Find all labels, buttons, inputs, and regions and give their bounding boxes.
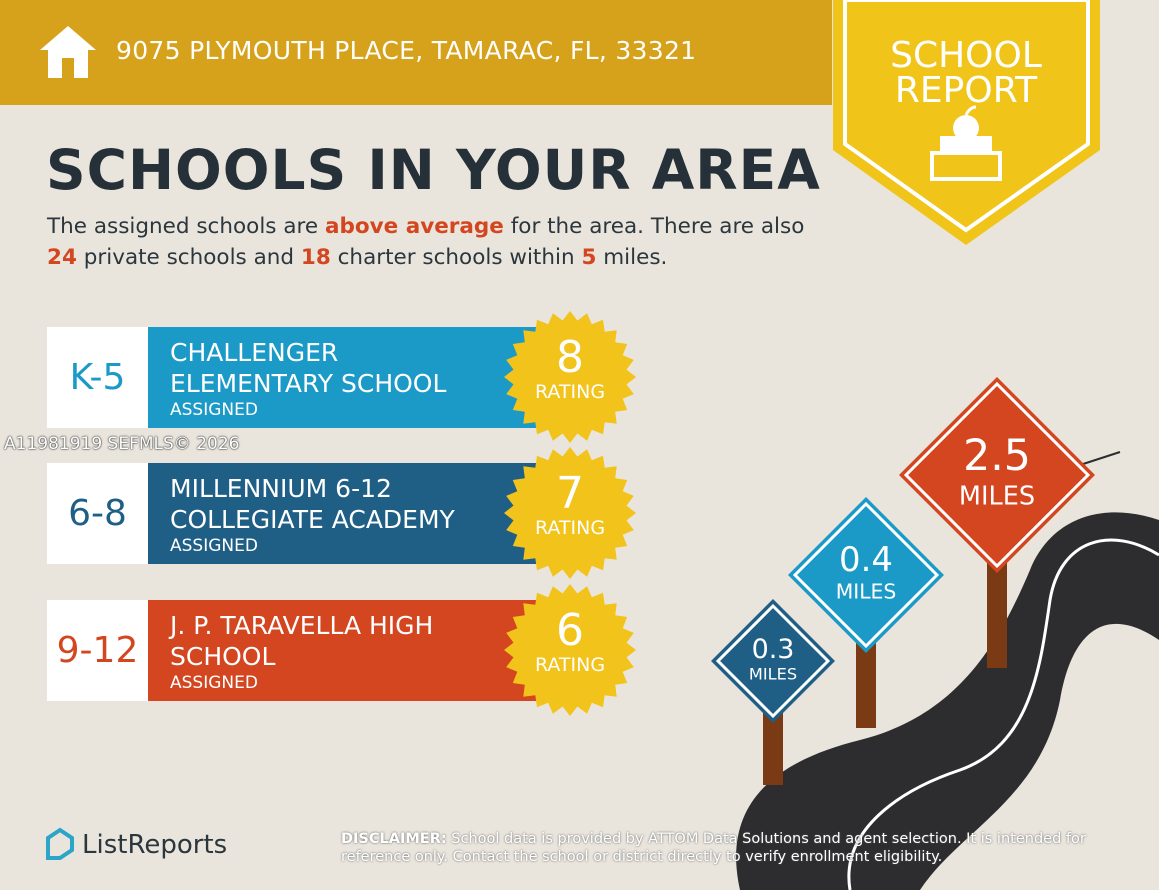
grade-box: 6-8 [47, 463, 148, 564]
school-name: J. P. TARAVELLA HIGH SCHOOL [170, 610, 548, 672]
intro-highlight: 5 [581, 245, 597, 270]
school-band: CHALLENGER ELEMENTARY SCHOOL ASSIGNED [148, 327, 548, 428]
disclaimer-label: DISCLAIMER: [341, 831, 447, 847]
header-icon [40, 26, 96, 78]
road [736, 512, 1159, 890]
sign-distance: 0.3 [752, 634, 795, 665]
badge-line: SCHOOL [890, 35, 1042, 76]
apple-books-icon [930, 105, 1002, 181]
school-status: ASSIGNED [170, 400, 258, 420]
rating-value: 7 [556, 468, 584, 519]
sign-border [788, 497, 944, 653]
school-name-line: J. P. TARAVELLA HIGH [170, 611, 434, 640]
rating-seal [504, 447, 636, 579]
rating-seal [504, 584, 636, 716]
intro: The assigned schools are above average f… [47, 211, 807, 273]
sign-unit: MILES [836, 579, 897, 603]
rating-label: RATING [534, 654, 606, 676]
school-status: ASSIGNED [170, 673, 258, 693]
rating: 7 RATING [505, 468, 635, 540]
rating-seal-shape [504, 584, 636, 716]
school-name-line: ELEMENTARY SCHOOL [170, 369, 447, 398]
sign-face [903, 381, 1091, 569]
house-door [62, 58, 74, 78]
school-band: MILLENNIUM 6-12 COLLEGIATE ACADEMY ASSIGNE… [148, 463, 548, 564]
road-line [1079, 451, 1121, 466]
badge-line: REPORT [895, 70, 1038, 111]
rating-value: 6 [556, 605, 584, 656]
intro-highlight: above average [324, 214, 504, 239]
grade-box: K-5 [47, 327, 148, 428]
rating: 6 RATING [505, 605, 635, 677]
sign-unit: MILES [749, 665, 797, 684]
school-name-line: CHALLENGER [170, 338, 339, 367]
header-band [0, 0, 832, 105]
watermark: A11981919 SEFMLS© 2026 [4, 434, 240, 454]
rating-label: RATING [534, 517, 606, 539]
rating-seal-shape [504, 447, 636, 579]
disclaimer: DISCLAIMER: School data is provided by A… [341, 830, 1111, 866]
sign-border [899, 377, 1095, 573]
intro-highlight: 24 [47, 245, 77, 270]
intro-text: private schools and [76, 245, 301, 270]
logo: ListReports [82, 830, 228, 860]
school-name: MILLENNIUM 6-12 COLLEGIATE ACADEMY [170, 473, 548, 535]
sign-face [715, 603, 831, 719]
grade-box: 9-12 [47, 600, 148, 701]
school-name-line: MILLENNIUM 6-12 [170, 474, 392, 503]
rating: 8 RATING [505, 332, 635, 404]
sign-distance: 0.4 [839, 540, 893, 579]
sign-unit: MILES [959, 481, 1035, 511]
intro-highlight: 18 [300, 245, 331, 270]
intro-text: The assigned schools are [47, 214, 325, 239]
logo-icon [46, 827, 74, 860]
intro-text: for the area. There are also [503, 214, 805, 239]
school-band: J. P. TARAVELLA HIGH SCHOOL ASSIGNED [148, 600, 548, 701]
badge-border [843, 0, 1090, 233]
school-name: CHALLENGER ELEMENTARY SCHOOL [170, 337, 548, 399]
school-name-line: SCHOOL [170, 642, 276, 671]
intro-text: charter schools within [330, 245, 582, 270]
address: 9075 PLYMOUTH PLACE, TAMARAC, FL, 33321 [116, 36, 697, 65]
sign-border [711, 599, 835, 723]
rating-seal-shape [504, 311, 636, 443]
rating-seal [504, 311, 636, 443]
sign-face [792, 501, 940, 649]
rating-label: RATING [534, 381, 606, 403]
sign-distance: 2.5 [963, 431, 1031, 481]
road-line [847, 538, 1159, 890]
school-status: ASSIGNED [170, 536, 258, 556]
house-icon [40, 26, 96, 78]
disclaimer-text: School data is provided by ATTOM Data So… [341, 831, 1086, 865]
title: SCHOOLS IN YOUR AREA [46, 138, 821, 202]
rating-value: 8 [556, 332, 584, 383]
intro-text: miles. [596, 245, 668, 270]
school-name-line: COLLEGIATE ACADEMY [170, 505, 455, 534]
